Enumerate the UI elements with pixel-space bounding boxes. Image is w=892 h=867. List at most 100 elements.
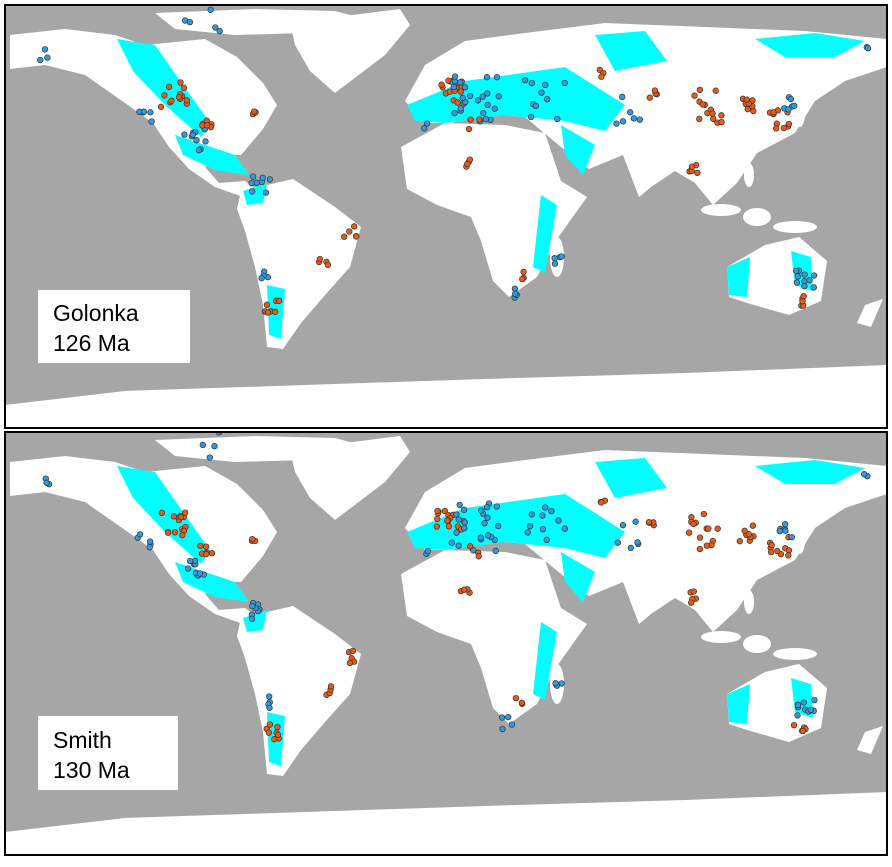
occurrence-dot (451, 73, 459, 80)
occurrence-dot (206, 454, 213, 461)
occurrence-dot (467, 116, 474, 123)
occurrence-dot (498, 714, 506, 721)
model-name: Golonka (53, 300, 139, 326)
occurrence-dot (353, 233, 360, 240)
occurrence-dot (782, 521, 789, 528)
occurrence-dot (265, 729, 272, 736)
occurrence-dot (189, 131, 196, 138)
occurrence-dot (177, 513, 185, 521)
occurrence-dot (520, 268, 527, 276)
occurrence-dot (627, 544, 634, 552)
occurrence-dot (466, 92, 474, 100)
model-name: Smith (53, 727, 112, 753)
occurrence-dot (491, 105, 498, 112)
occurrence-dot (438, 81, 445, 88)
occurrence-dot (685, 529, 693, 536)
occurrence-dot (448, 539, 455, 546)
occurrence-dot (539, 525, 547, 533)
occurrence-dot (203, 551, 210, 558)
occurrence-dot (37, 56, 44, 64)
occurrence-dot (202, 543, 210, 550)
occurrence-dot (801, 283, 808, 290)
occurrence-dot (341, 233, 348, 240)
occurrence-dot (718, 118, 725, 126)
occurrence-dot (714, 525, 721, 532)
occurrence-dot (193, 137, 200, 144)
label-box (38, 716, 178, 790)
occurrence-dot (249, 173, 257, 180)
occurrence-dot (493, 74, 501, 81)
occurrence-dot (532, 102, 540, 110)
occurrence-dot (453, 529, 460, 536)
occurrence-dot (767, 548, 775, 556)
occurrence-dot (508, 721, 516, 728)
occurrence-dot (688, 163, 696, 170)
occurrence-dot (483, 504, 491, 511)
occurrence-dot (787, 95, 795, 103)
occurrence-dot (456, 501, 463, 509)
occurrence-dot (511, 285, 519, 292)
occurrence-dot (799, 727, 806, 735)
occurrence-dot (526, 522, 534, 530)
occurrence-dot (634, 539, 641, 546)
occurrence-dot (324, 261, 332, 269)
occurrence-dot (479, 93, 486, 100)
occurrence-dot (44, 54, 51, 61)
occurrence-dot (177, 79, 184, 86)
occurrence-dot (794, 273, 801, 280)
occurrence-dot (478, 507, 485, 514)
occurrence-dot (482, 115, 489, 123)
occurrence-dot (561, 525, 568, 532)
occurrence-dot (272, 308, 279, 315)
occurrence-dot (619, 118, 627, 125)
occurrence-dot (196, 570, 204, 577)
occurrence-dot (561, 79, 568, 87)
occurrence-dot (528, 79, 535, 87)
occurrence-dot (700, 510, 707, 518)
occurrence-dot (745, 531, 752, 538)
occurrence-dot (158, 509, 166, 516)
occurrence-dot (266, 704, 273, 711)
occurrence-dot (175, 94, 183, 101)
age-label: 126 Ma (53, 330, 130, 356)
occurrence-dot (519, 275, 526, 283)
occurrence-dot (136, 531, 144, 538)
occurrence-dot (271, 736, 278, 743)
occurrence-dot (794, 701, 802, 709)
occurrence-dot (434, 507, 441, 515)
occurrence-dot (455, 542, 462, 549)
occurrence-dot (184, 565, 192, 572)
occurrence-dot (522, 77, 529, 84)
occurrence-dot (598, 499, 605, 506)
occurrence-dot (630, 115, 638, 122)
map-panel: Golonka 126 Ma (4, 4, 888, 429)
occurrence-dot (791, 102, 798, 109)
occurrence-dot (505, 713, 512, 721)
occurrence-dot (696, 545, 704, 553)
occurrence-dot (598, 73, 605, 80)
occurrence-dot (552, 680, 559, 687)
occurrence-dot (807, 706, 814, 713)
occurrence-dot (632, 518, 639, 525)
occurrence-dot (453, 511, 460, 518)
occurrence-dot (211, 442, 218, 450)
occurrence-dot (258, 275, 265, 282)
occurrence-dot (249, 535, 256, 543)
occurrence-dot (542, 81, 549, 89)
occurrence-dot (248, 179, 255, 187)
occurrence-dot (161, 92, 168, 99)
occurrence-dot (423, 120, 431, 127)
occurrence-dot (266, 176, 274, 183)
occurrence-dot (801, 271, 808, 278)
occurrence-dot (461, 524, 468, 532)
occurrence-dot (690, 588, 697, 595)
occurrence-dot (450, 83, 458, 91)
occurrence-dot (492, 547, 499, 555)
occurrence-dot (433, 523, 440, 530)
occurrence-dot (651, 87, 659, 94)
occurrence-dot (736, 538, 743, 545)
occurrence-dot (495, 522, 502, 530)
occurrence-dot (202, 138, 209, 145)
occurrence-dot (477, 534, 484, 541)
occurrence-dot (459, 94, 466, 102)
